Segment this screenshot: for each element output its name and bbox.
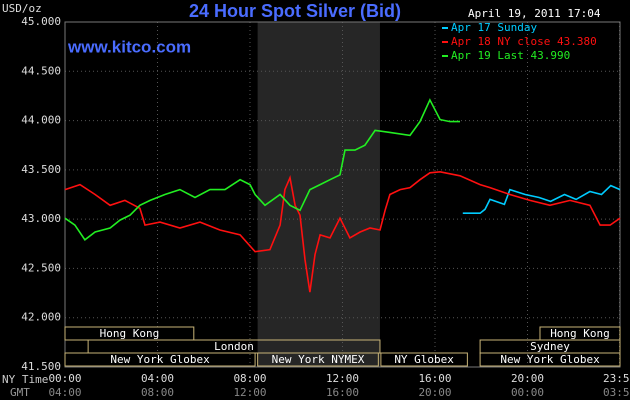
y-tick-label: 42.500 xyxy=(21,261,61,274)
legend-label: Apr 19 Last 43.990 xyxy=(451,49,570,62)
chart-title: 24 Hour Spot Silver (Bid) xyxy=(189,1,401,21)
series-line xyxy=(462,184,621,214)
session-box xyxy=(64,352,256,367)
session-band xyxy=(257,22,380,367)
x2-tick-label: 20:00 xyxy=(418,386,451,399)
series-line xyxy=(64,170,621,293)
y-tick-label: 42.000 xyxy=(21,311,61,324)
session-label: NY Globex xyxy=(394,353,454,366)
x2-tick-label: 04:00 xyxy=(48,386,81,399)
session-label: Hong Kong xyxy=(550,327,610,340)
x-axis-label: NY Time xyxy=(2,373,48,386)
x-tick-label: 04:00 xyxy=(141,372,174,385)
y-tick-label: 44.500 xyxy=(21,64,61,77)
timestamp: April 19, 2011 17:04 xyxy=(468,7,601,20)
session-label: New York Globex xyxy=(110,353,210,366)
session-box xyxy=(479,352,621,367)
y-tick-label: 43.000 xyxy=(21,212,61,225)
y-axis-label: USD/oz xyxy=(2,2,42,15)
y-tick-label: 43.500 xyxy=(21,163,61,176)
session-label: Hong Kong xyxy=(100,327,160,340)
x-tick-label: 12:00 xyxy=(326,372,359,385)
x2-tick-label: 12:00 xyxy=(233,386,266,399)
x-tick-label: 20:00 xyxy=(511,372,544,385)
session-label: New York Globex xyxy=(500,353,600,366)
x2-tick-label: 03:59 xyxy=(603,386,630,399)
series-line xyxy=(64,98,460,241)
x-tick-label: 00:00 xyxy=(48,372,81,385)
plot-frame xyxy=(64,21,621,368)
y-tick-label: 41.500 xyxy=(21,360,61,373)
y-tick-label: 44.000 xyxy=(21,114,61,127)
x2-tick-label: 08:00 xyxy=(141,386,174,399)
session-label: New York NYMEX xyxy=(272,353,365,366)
legend-label: Apr 18 NY close 43.380 xyxy=(451,35,597,48)
legend-label: Apr 17 Sunday xyxy=(451,21,537,34)
x-tick-label: 23:59 xyxy=(603,372,630,385)
watermark: www.kitco.com xyxy=(67,37,191,56)
session-box xyxy=(380,352,468,367)
x-tick-label: 08:00 xyxy=(233,372,266,385)
y-tick-label: 45.000 xyxy=(21,15,61,28)
x2-axis-label: GMT xyxy=(10,386,30,399)
session-label: London xyxy=(214,340,254,353)
x2-tick-label: 16:00 xyxy=(326,386,359,399)
session-box xyxy=(257,352,379,367)
x2-tick-label: 00:00 xyxy=(511,386,544,399)
x-tick-label: 16:00 xyxy=(418,372,451,385)
session-label: Sydney xyxy=(530,340,570,353)
